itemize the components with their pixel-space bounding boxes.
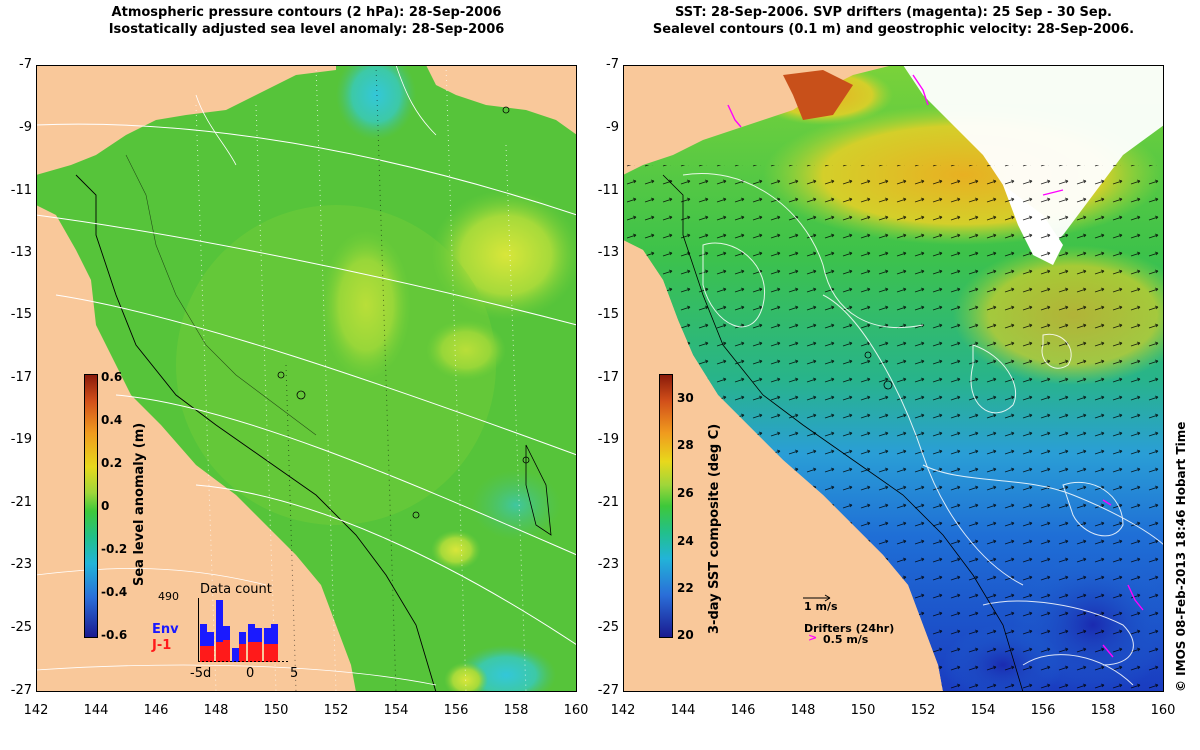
data-count-xtick: 0 — [246, 666, 255, 681]
left-y-tick: -13 — [10, 245, 32, 260]
drifter-tracks — [727, 74, 1144, 658]
right-y-tick: -9 — [606, 120, 619, 135]
left-cb-tick: -0.6 — [101, 628, 128, 642]
right-y-tick: -21 — [597, 495, 619, 510]
left-cb-tick: 0.6 — [101, 370, 123, 384]
left-x-tick: 142 — [23, 703, 49, 718]
left-map — [36, 65, 577, 692]
velocity-arrow-icon — [803, 594, 831, 602]
right-y-tick: -13 — [597, 245, 619, 260]
left-colorbar — [84, 374, 98, 638]
right-x-tick: 144 — [670, 703, 696, 718]
left-land-australia — [36, 205, 356, 692]
left-y-tick: -9 — [19, 120, 32, 135]
right-y-tick: -11 — [597, 183, 619, 198]
left-y-tick: -17 — [10, 370, 32, 385]
left-cb-tick: 0 — [101, 499, 110, 513]
left-cb-tick: -0.2 — [101, 542, 128, 556]
right-y-tick: -17 — [597, 370, 619, 385]
right-cb-tick: 28 — [677, 438, 694, 452]
right-cb-tick: 30 — [677, 391, 694, 405]
right-cb-tick: 20 — [677, 628, 694, 642]
left-cb-tick: 0.2 — [101, 456, 123, 470]
right-cb-label: 3-day SST composite (deg C) — [707, 423, 722, 634]
data-count-max: 490 — [158, 590, 179, 603]
left-y-tick: -21 — [10, 495, 32, 510]
right-x-tick: 152 — [910, 703, 936, 718]
legend-j1: J-1 — [152, 638, 172, 653]
right-cb-tick: 24 — [677, 534, 694, 548]
left-y-tick: -25 — [10, 620, 32, 635]
left-x-tick: 156 — [443, 703, 469, 718]
left-y-tick: -27 — [10, 683, 32, 698]
right-y-tick: -23 — [597, 557, 619, 572]
left-x-tick: 152 — [323, 703, 349, 718]
right-x-tick: 148 — [790, 703, 816, 718]
legend-env: Env — [152, 622, 179, 637]
right-colorbar — [659, 374, 673, 638]
left-title-line2: Isostatically adjusted sea level anomaly… — [108, 22, 505, 37]
right-y-tick: -19 — [597, 432, 619, 447]
drifters-legend-label: Drifters (24hr) — [804, 622, 895, 635]
data-count-title: Data count — [200, 582, 272, 597]
left-y-tick: -11 — [10, 183, 32, 198]
left-cb-label: Sea level anomaly (m) — [132, 422, 147, 586]
left-x-tick: 154 — [383, 703, 409, 718]
left-x-tick: 160 — [563, 703, 589, 718]
left-x-tick: 148 — [203, 703, 229, 718]
drifters-speed-label: 0.5 m/s — [823, 633, 869, 646]
right-x-tick: 154 — [970, 703, 996, 718]
right-x-tick: 156 — [1030, 703, 1056, 718]
right-y-tick: -25 — [597, 620, 619, 635]
right-y-tick: -7 — [606, 57, 619, 72]
left-land-png — [36, 65, 336, 175]
right-x-tick: 146 — [730, 703, 756, 718]
left-title-line1: Atmospheric pressure contours (2 hPa): 2… — [111, 5, 502, 20]
right-y-tick: -15 — [597, 307, 619, 322]
left-y-tick: -15 — [10, 307, 32, 322]
right-x-tick: 158 — [1090, 703, 1116, 718]
left-y-tick: -19 — [10, 432, 32, 447]
data-count-xtick: -5d — [190, 666, 212, 681]
cloud-mask — [903, 65, 1164, 255]
data-count-xtick: 5 — [290, 666, 299, 681]
right-land-png — [623, 65, 893, 175]
imos-credit: © IMOS 08-Feb-2013 18:46 Hobart Time — [1174, 421, 1188, 692]
j1-bars — [200, 640, 278, 662]
left-x-tick: 144 — [83, 703, 109, 718]
right-map — [623, 65, 1164, 692]
drifter-arrow-icon: > — [808, 631, 818, 644]
velocity-legend-label: 1 m/s — [804, 600, 838, 613]
right-x-tick: 142 — [610, 703, 636, 718]
left-cb-tick: -0.4 — [101, 585, 128, 599]
left-y-tick: -7 — [19, 57, 32, 72]
data-count-bars — [198, 598, 288, 662]
right-title-line1: SST: 28-Sep-2006. SVP drifters (magenta)… — [675, 5, 1112, 20]
left-x-tick: 150 — [263, 703, 289, 718]
right-y-tick: -27 — [597, 683, 619, 698]
right-title-line2: Sealevel contours (0.1 m) and geostrophi… — [652, 22, 1135, 37]
left-x-tick: 146 — [143, 703, 169, 718]
left-cb-tick: 0.4 — [101, 413, 123, 427]
left-x-tick: 158 — [503, 703, 529, 718]
right-cb-tick: 22 — [677, 581, 694, 595]
left-y-tick: -23 — [10, 557, 32, 572]
right-x-tick: 150 — [850, 703, 876, 718]
right-cb-tick: 26 — [677, 486, 694, 500]
data-count-inset: Data count 490 Env J-1 -5d 0 5 — [144, 578, 304, 688]
right-x-tick: 160 — [1150, 703, 1176, 718]
